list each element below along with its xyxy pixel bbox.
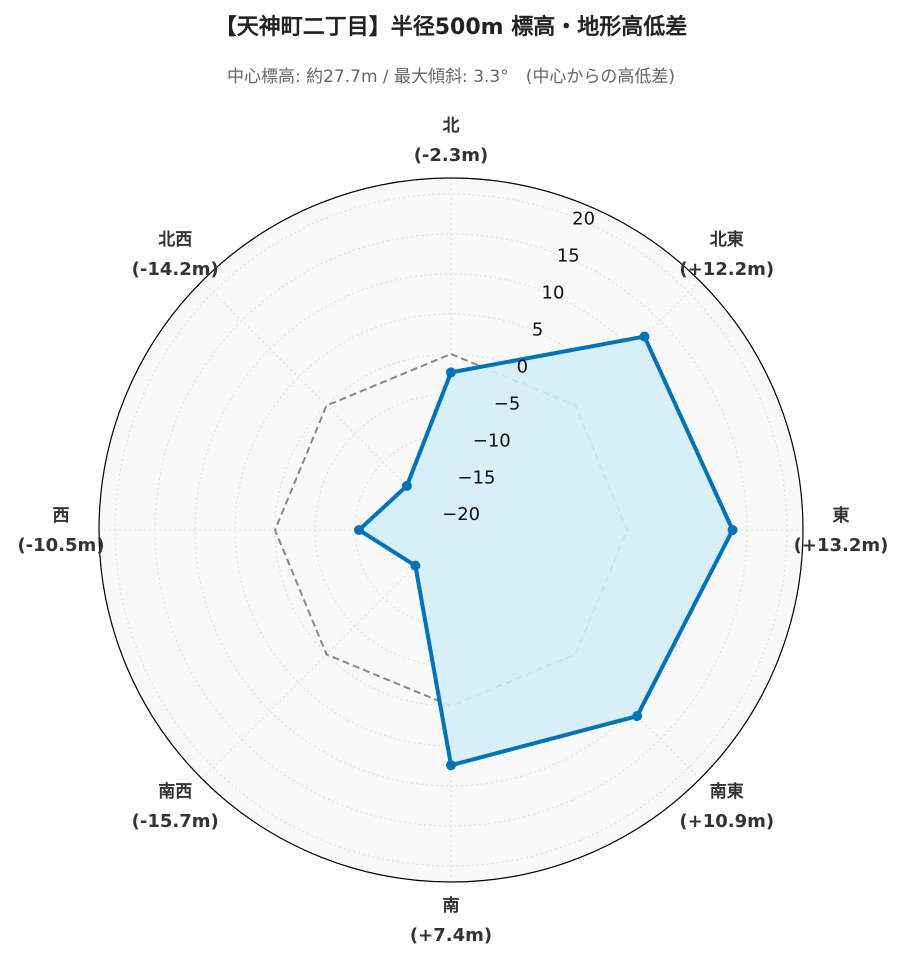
r-tick-label: −20 <box>442 504 480 525</box>
value-label: (-10.5m) <box>17 535 104 556</box>
r-tick-label: 5 <box>532 319 543 340</box>
r-tick-label: −10 <box>473 430 511 451</box>
value-label: (-14.2m) <box>132 259 219 280</box>
data-point <box>727 525 738 535</box>
category-label: 北西 <box>158 230 192 250</box>
value-label: (+13.2m) <box>794 535 889 556</box>
r-tick-label: −15 <box>457 467 495 488</box>
value-label: (+7.4m) <box>410 925 492 946</box>
data-point <box>632 711 643 722</box>
category-label: 北東 <box>710 229 744 250</box>
chart-subtitle: 中心標高: 約27.7m / 最大傾斜: 3.3° (中心からの高低差) <box>227 67 675 87</box>
grid-circle <box>154 233 748 827</box>
category-label: 北 <box>443 116 460 136</box>
data-point <box>410 560 421 571</box>
r-tick-label: −5 <box>494 393 521 414</box>
chart-title: 【天神町二丁目】半径500m 標高・地形高低差 <box>215 14 688 40</box>
r-tick-label: 20 <box>572 209 595 230</box>
outer-circle <box>98 177 804 883</box>
r-tick-label: 0 <box>517 356 528 377</box>
r-tick-label: 10 <box>542 282 565 303</box>
category-label: 西 <box>53 506 70 526</box>
grid-circle <box>114 193 788 867</box>
category-label: 南東 <box>710 781 744 802</box>
category-label: 南 <box>443 895 460 916</box>
category-label: 南西 <box>158 781 192 802</box>
value-label: (+12.2m) <box>679 259 774 280</box>
value-label: (-2.3m) <box>414 145 489 166</box>
data-point <box>401 480 412 491</box>
r-tick-label: 15 <box>557 246 580 267</box>
data-point <box>639 331 650 342</box>
category-label: 東 <box>833 505 850 526</box>
data-point <box>354 525 364 535</box>
value-label: (+10.9m) <box>679 811 774 832</box>
value-label: (-15.7m) <box>132 811 219 832</box>
data-point <box>446 760 456 771</box>
data-point <box>446 367 456 378</box>
